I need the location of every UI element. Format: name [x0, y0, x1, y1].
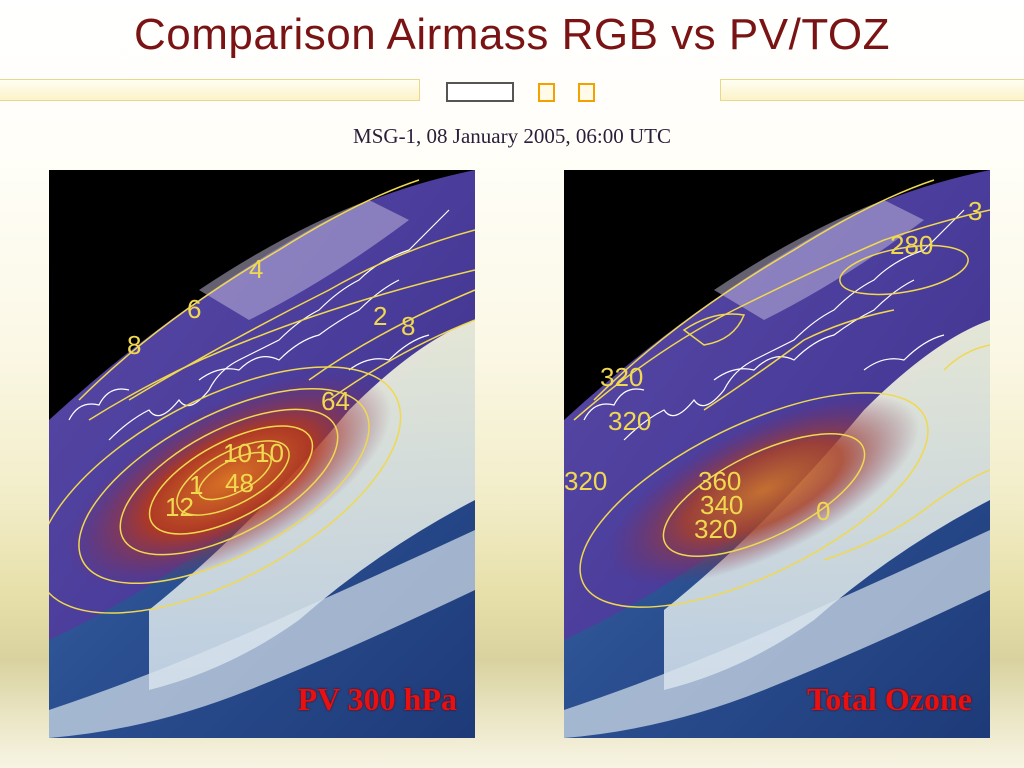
pv-satellite-graphic: 4 6 8 2 8 64 10 10 48 1 12 [49, 170, 475, 738]
pv-contour-label: 6 [187, 294, 201, 324]
ozone-contour-label: 320 [608, 406, 651, 436]
pv-contour-label: 48 [225, 468, 254, 498]
pv-panel-label: PV 300 hPa [297, 681, 457, 717]
ozone-contour-label: 3 [968, 196, 982, 226]
ozone-contour-label: 320 [694, 514, 737, 544]
ozone-contour-label: 320 [600, 362, 643, 392]
pv-satellite-image: 4 6 8 2 8 64 10 10 48 1 12 PV 300 hPa [49, 170, 475, 738]
ozone-satellite-graphic: 3 280 320 320 320 360 340 320 0 [564, 170, 990, 738]
ozone-contour-label: 280 [890, 230, 933, 260]
right-decorative-rule [720, 79, 1024, 101]
decorative-square-2 [578, 83, 595, 102]
ozone-contour-label: 340 [700, 490, 743, 520]
ozone-panel-label: Total Ozone [806, 681, 972, 717]
ozone-satellite-image: 3 280 320 320 320 360 340 320 0 Total Oz… [564, 170, 990, 738]
pv-contour-label: 8 [127, 330, 141, 360]
pv-contour-label: 10 [223, 438, 252, 468]
left-decorative-rule [0, 79, 420, 101]
slide-subtitle: MSG-1, 08 January 2005, 06:00 UTC [353, 124, 671, 148]
pv-contour-label: 64 [321, 386, 350, 416]
slide-title: Comparison Airmass RGB vs PV/TOZ [133, 10, 891, 59]
pv-contour-label: 1 [189, 470, 203, 500]
ozone-contour-label: 0 [816, 496, 830, 526]
pv-contour-label: 8 [401, 311, 415, 341]
pv-contour-label: 12 [165, 492, 194, 522]
pv-contour-label: 4 [249, 254, 263, 284]
decorative-square-1 [538, 83, 555, 102]
pv-contour-label: 2 [373, 301, 387, 331]
ozone-contour-label: 360 [698, 466, 741, 496]
ozone-contour-label: 320 [564, 466, 607, 496]
decorative-rectangle [446, 82, 514, 102]
pv-contour-label: 10 [255, 438, 284, 468]
